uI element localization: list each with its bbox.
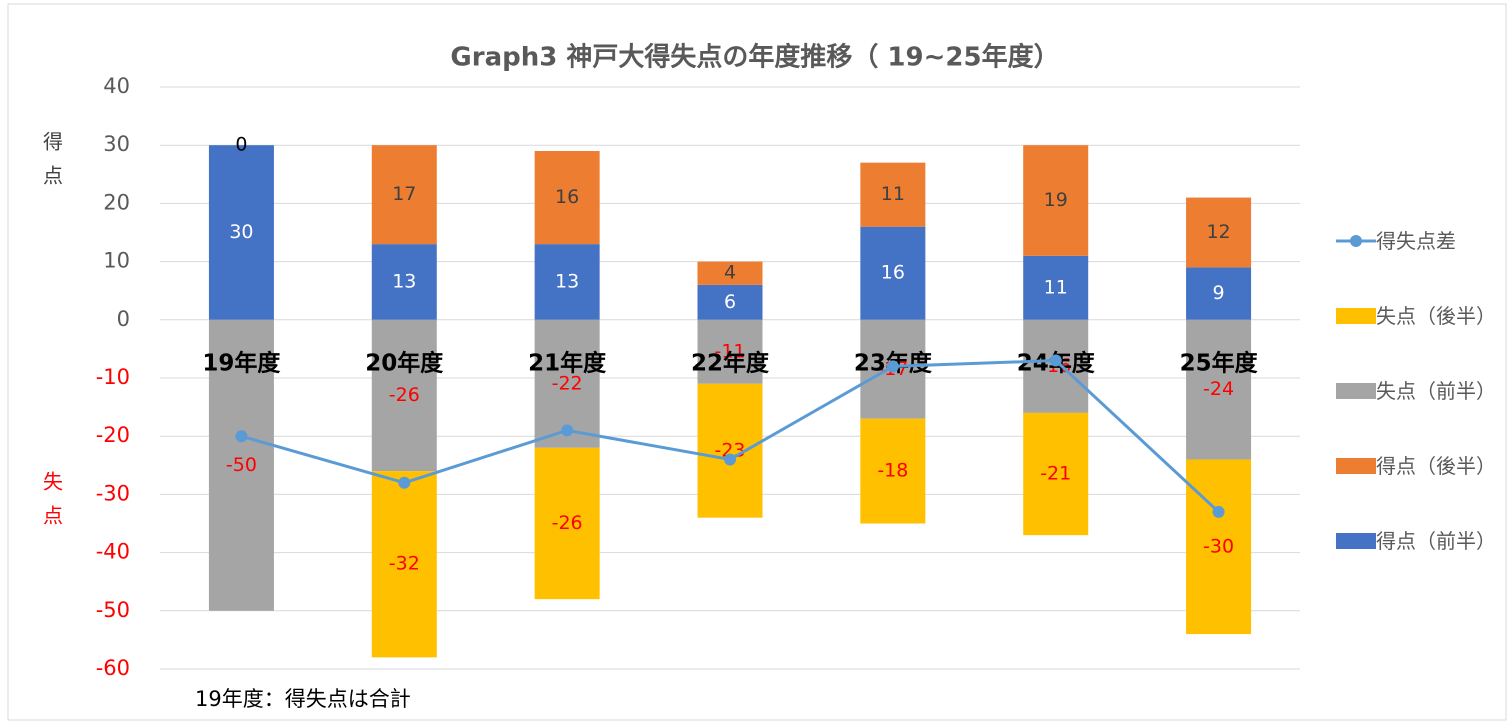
data-label: 16 — [881, 262, 905, 284]
legend-item: 失点（前半） — [1336, 372, 1506, 410]
y-tick-label: -30 — [96, 481, 130, 505]
bar-segment — [371, 145, 437, 245]
bar-segment — [860, 418, 926, 524]
y-tick-label: -50 — [96, 598, 130, 622]
data-label: -26 — [552, 512, 583, 534]
data-label: -32 — [389, 553, 420, 575]
bar-segment — [1186, 267, 1252, 320]
data-label: 17 — [392, 183, 416, 205]
legend-label: 得点（後半） — [1376, 454, 1496, 478]
bar-segment — [860, 162, 926, 227]
legend-rect — [1336, 383, 1376, 399]
y-tick-label: -40 — [96, 540, 130, 564]
y-tick-label: -20 — [96, 423, 130, 447]
note: 19年度：得失点は合計 — [195, 687, 411, 711]
data-label: 11 — [881, 183, 905, 205]
data-label: -24 — [1203, 378, 1234, 400]
legend-item: 失点（後半） — [1336, 297, 1506, 335]
data-label: 6 — [724, 291, 736, 313]
line-marker — [1212, 505, 1225, 518]
legend-swatch — [1336, 235, 1376, 247]
bar-segment — [1186, 197, 1252, 268]
y-tick-label: 20 — [103, 190, 130, 214]
bar-segment — [208, 319, 274, 611]
legend-swatch — [1336, 308, 1376, 324]
data-label: 30 — [229, 221, 253, 243]
line-marker — [398, 476, 411, 489]
data-label: 13 — [555, 270, 579, 292]
bar-segment — [534, 151, 600, 245]
legend-label: 得失点差 — [1376, 229, 1456, 253]
bar-segment — [1186, 319, 1252, 460]
y-tick-label: -60 — [96, 656, 130, 680]
bar-segment — [697, 383, 763, 518]
x-tick-label: 22年度 — [691, 350, 770, 377]
bar-segment — [697, 261, 763, 285]
data-label: 12 — [1206, 221, 1230, 243]
data-label: 9 — [1213, 282, 1225, 304]
bar-segment — [371, 319, 437, 472]
line-marker — [724, 453, 736, 466]
data-label: -18 — [877, 460, 908, 482]
y-tick-label: 0 — [117, 307, 130, 331]
bar-segment — [697, 284, 763, 320]
bar-segment — [697, 319, 763, 384]
data-label: -11 — [714, 340, 745, 362]
legend-label: 得点（前半） — [1376, 529, 1496, 553]
bar-segment — [534, 447, 600, 600]
legend-label: 失点（前半） — [1376, 379, 1496, 403]
line-marker — [561, 424, 574, 437]
data-label: -22 — [552, 372, 583, 394]
y-axis-title-top: 得点 — [40, 131, 64, 199]
data-label: 4 — [724, 262, 736, 284]
legend-item: 得点（後半） — [1336, 447, 1506, 485]
data-label: -30 — [1203, 535, 1234, 557]
bar-segment — [371, 244, 437, 320]
legend-rect — [1336, 533, 1376, 549]
x-tick-label: 25年度 — [1180, 350, 1259, 377]
line-marker — [886, 360, 899, 373]
data-label: 11 — [1044, 276, 1068, 298]
bar-segment — [1023, 145, 1089, 256]
x-tick-label: 19年度 — [202, 350, 281, 377]
legend-rect — [1336, 458, 1376, 474]
data-label: 13 — [392, 270, 416, 292]
y-tick-label: 40 — [103, 74, 130, 98]
y-tick-label: -10 — [96, 365, 130, 389]
legend-swatch — [1336, 533, 1376, 549]
y-axis-title-bottom: 失点 — [40, 471, 64, 539]
bar-segment — [534, 244, 600, 320]
y-tick-label: 30 — [103, 132, 130, 156]
legend-swatch — [1336, 383, 1376, 399]
bar-segment — [1023, 412, 1089, 536]
bar-segment — [1186, 459, 1252, 635]
bar-segment — [1023, 255, 1089, 320]
chart-title: Graph3 神戸大得失点の年度推移（ 19~25年度） — [450, 42, 1059, 73]
line-marker — [235, 430, 248, 443]
data-label: -26 — [389, 384, 420, 406]
data-label: 0 — [235, 134, 247, 156]
legend-swatch — [1336, 458, 1376, 474]
data-label: 19 — [1044, 189, 1068, 211]
data-label: -50 — [226, 454, 257, 476]
legend-label: 失点（後半） — [1376, 304, 1496, 328]
legend-marker — [1350, 235, 1362, 247]
x-tick-label: 21年度 — [528, 350, 607, 377]
legend-item: 得点（前半） — [1336, 522, 1506, 560]
y-tick-label: 10 — [103, 249, 130, 273]
legend-item: 得失点差 — [1336, 222, 1506, 260]
x-tick-label: 20年度 — [365, 350, 444, 377]
data-label: -21 — [1040, 463, 1071, 485]
legend-rect — [1336, 308, 1376, 324]
bar-segment — [860, 226, 926, 320]
line-marker — [1049, 354, 1062, 367]
data-label: 16 — [555, 186, 579, 208]
bar-segment — [208, 145, 274, 320]
bar-segment — [371, 471, 437, 658]
